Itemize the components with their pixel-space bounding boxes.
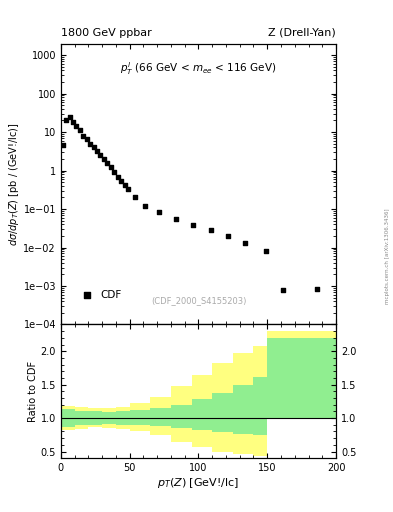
Text: mcplots.cern.ch [arXiv:1306.3436]: mcplots.cern.ch [arXiv:1306.3436] [385, 208, 389, 304]
Text: $p_T^l$ (66 GeV < $m_{ee}$ < 116 GeV): $p_T^l$ (66 GeV < $m_{ee}$ < 116 GeV) [120, 60, 277, 77]
CDF [132, 194, 138, 202]
CDF [242, 239, 248, 247]
CDF [59, 141, 66, 150]
X-axis label: $p_T(Z)$ [GeV!/lc]: $p_T(Z)$ [GeV!/lc] [157, 476, 240, 490]
CDF [208, 226, 214, 234]
Text: (CDF_2000_S4155203): (CDF_2000_S4155203) [151, 296, 246, 305]
CDF [108, 163, 114, 172]
CDF [121, 181, 128, 189]
Text: Z (Drell-Yan): Z (Drell-Yan) [268, 28, 336, 38]
CDF [118, 177, 124, 185]
CDF [263, 247, 269, 255]
CDF [84, 135, 90, 143]
Text: 1800 GeV ppbar: 1800 GeV ppbar [61, 28, 152, 38]
CDF [142, 202, 148, 210]
CDF [73, 122, 79, 131]
CDF [87, 140, 93, 148]
CDF [156, 208, 162, 216]
CDF [77, 126, 83, 135]
CDF [80, 132, 86, 140]
CDF [173, 215, 179, 223]
CDF [114, 173, 121, 181]
CDF [63, 116, 69, 124]
CDF [111, 168, 118, 177]
CDF [314, 285, 320, 293]
CDF [224, 232, 231, 240]
CDF [104, 159, 110, 167]
Y-axis label: Ratio to CDF: Ratio to CDF [28, 361, 38, 422]
CDF [125, 185, 131, 193]
CDF [101, 155, 107, 163]
CDF [94, 147, 100, 155]
CDF [97, 151, 104, 159]
CDF [279, 286, 286, 294]
CDF [66, 113, 73, 121]
CDF [70, 118, 76, 126]
CDF [190, 221, 196, 229]
Legend: CDF: CDF [72, 285, 127, 305]
CDF [90, 143, 97, 152]
Y-axis label: $d\sigma/dp_T(Z)$ [pb / (GeV!/lc)]: $d\sigma/dp_T(Z)$ [pb / (GeV!/lc)] [7, 122, 21, 246]
